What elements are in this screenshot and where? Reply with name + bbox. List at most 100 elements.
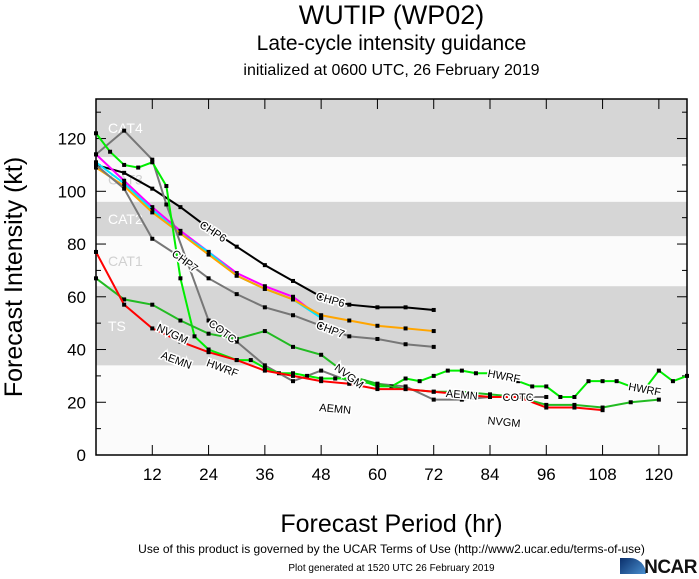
data-point xyxy=(150,160,155,165)
data-point xyxy=(192,334,197,339)
data-point xyxy=(122,186,127,191)
band-label: TS xyxy=(108,318,126,334)
data-point xyxy=(347,373,352,378)
data-point xyxy=(347,302,352,307)
data-point xyxy=(628,400,633,405)
data-point xyxy=(234,273,239,278)
data-point xyxy=(417,379,422,384)
plot-generated: Plot generated at 1520 UTC 26 February 2… xyxy=(288,563,495,574)
series-label: AEMN xyxy=(319,402,352,417)
data-point xyxy=(122,170,127,175)
data-point xyxy=(403,376,408,381)
data-point xyxy=(291,373,295,378)
y-tick-label: 20 xyxy=(67,393,86,412)
terms-of-use: Use of this product is governed by the U… xyxy=(138,542,645,556)
category-band xyxy=(96,99,687,158)
x-tick-label: 24 xyxy=(199,465,218,484)
y-tick-label: 40 xyxy=(67,341,86,360)
data-point xyxy=(206,276,211,281)
data-point xyxy=(150,210,155,215)
data-point xyxy=(178,231,183,236)
data-point xyxy=(445,368,450,373)
data-point xyxy=(262,305,267,310)
data-point xyxy=(94,131,98,136)
y-axis-label: Forecast Intensity (kt) xyxy=(0,157,28,397)
data-point xyxy=(234,339,239,344)
data-point xyxy=(178,318,183,323)
series-chp7 xyxy=(94,162,436,349)
data-point xyxy=(94,160,98,165)
data-point xyxy=(291,278,295,283)
data-point xyxy=(262,263,267,268)
x-tick-label: 60 xyxy=(368,465,387,484)
data-point xyxy=(642,387,647,392)
data-point xyxy=(178,205,183,210)
y-tick-label: 60 xyxy=(67,288,86,307)
data-point xyxy=(150,236,155,241)
data-point xyxy=(459,389,464,394)
data-point xyxy=(262,365,267,370)
data-point xyxy=(234,358,239,363)
x-tick-label: 12 xyxy=(143,465,162,484)
initialized-time: initialized at 0600 UTC, 26 February 201… xyxy=(243,62,540,79)
data-point xyxy=(108,149,113,154)
data-point xyxy=(206,318,211,323)
data-point xyxy=(305,373,310,378)
data-point xyxy=(347,318,352,323)
data-point xyxy=(234,271,239,276)
data-point xyxy=(431,344,436,349)
data-point xyxy=(333,376,338,381)
x-tick-label: 108 xyxy=(588,465,616,484)
chart-title: WUTIP (WP02) xyxy=(298,0,485,30)
data-point xyxy=(94,162,98,167)
data-point xyxy=(572,394,577,399)
data-point xyxy=(150,302,155,307)
data-point xyxy=(431,397,436,402)
data-point xyxy=(291,313,295,318)
data-point xyxy=(150,186,155,191)
data-point xyxy=(262,363,267,368)
data-point xyxy=(234,244,239,249)
data-point xyxy=(572,402,577,407)
series-label: NVGM xyxy=(487,415,521,430)
data-point xyxy=(122,162,127,167)
data-point xyxy=(319,315,324,320)
data-point xyxy=(600,408,605,413)
data-point xyxy=(431,329,436,334)
data-point xyxy=(150,326,155,331)
data-point xyxy=(628,384,633,389)
data-point xyxy=(572,405,577,410)
data-point xyxy=(319,294,324,299)
data-point xyxy=(291,371,295,376)
x-tick-label: 48 xyxy=(312,465,331,484)
data-point xyxy=(234,292,239,297)
data-point xyxy=(150,205,155,210)
data-point xyxy=(122,181,127,186)
data-point xyxy=(319,379,324,384)
data-point xyxy=(206,249,211,254)
data-point xyxy=(291,379,295,384)
data-point xyxy=(544,402,549,407)
data-point xyxy=(94,249,98,254)
data-point xyxy=(164,202,169,207)
data-point xyxy=(488,371,492,376)
data-point xyxy=(403,305,408,310)
data-point xyxy=(262,284,267,289)
data-point xyxy=(178,255,183,260)
data-point xyxy=(319,313,324,318)
data-point xyxy=(178,339,183,344)
data-point xyxy=(403,342,408,347)
data-point xyxy=(206,331,211,336)
data-point xyxy=(319,376,324,381)
data-point xyxy=(206,252,211,257)
data-point xyxy=(150,207,155,212)
category-band xyxy=(96,286,687,366)
data-point xyxy=(614,379,619,384)
x-tick-label: 96 xyxy=(537,465,556,484)
data-point xyxy=(347,379,352,384)
data-point xyxy=(150,157,155,162)
data-point xyxy=(600,379,605,384)
data-point xyxy=(488,392,492,397)
y-tick-label: 0 xyxy=(77,446,86,465)
